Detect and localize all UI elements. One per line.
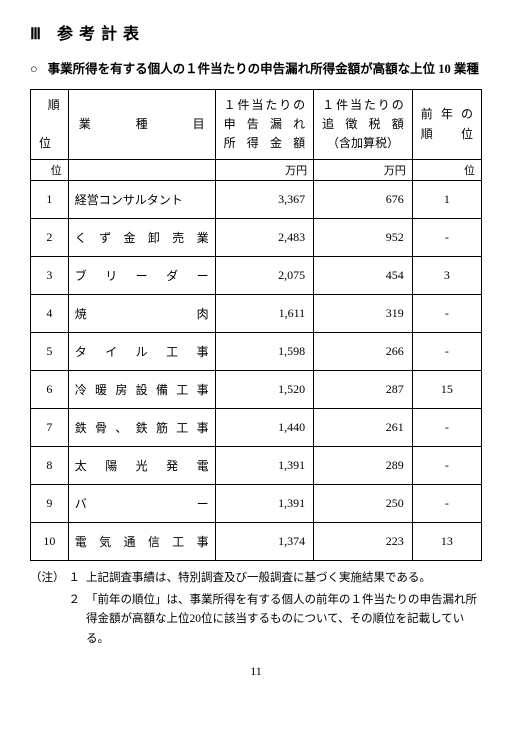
note-label: （注） [30, 569, 65, 589]
cell-rank: 1 [31, 181, 69, 219]
subtitle-marker: ○ [30, 62, 38, 76]
cell-tax: 289 [314, 447, 413, 485]
table-row: 9バー1,391250- [31, 485, 482, 523]
note-number: １ [69, 569, 81, 589]
note-label [30, 591, 65, 650]
cell-amount: 1,440 [215, 409, 314, 447]
cell-tax: 676 [314, 181, 413, 219]
page-number: 11 [30, 664, 482, 679]
cell-rank: 2 [31, 219, 69, 257]
col-header-amount: １件当たりの 申告漏れ 所得金額 [215, 89, 314, 160]
cell-amount: 1,611 [215, 295, 314, 333]
table-row: 5タイル工事1,598266- [31, 333, 482, 371]
cell-category: タイル工事 [68, 333, 215, 371]
table-row: 4焼肉1,611319- [31, 295, 482, 333]
table-row: 7鉄骨、鉄筋工事1,440261- [31, 409, 482, 447]
note-line: （注）１上記調査事績は、特別調査及び一般調査に基づく実施結果である。 [30, 569, 482, 589]
cell-tax: 261 [314, 409, 413, 447]
cell-prev: - [412, 485, 481, 523]
cell-rank: 8 [31, 447, 69, 485]
col-header-category: 業種目 [68, 89, 215, 160]
col-header-prev: 前年の 順位 [412, 89, 481, 160]
cell-amount: 2,483 [215, 219, 314, 257]
table-row: 1経営コンサルタント3,3676761 [31, 181, 482, 219]
cell-tax: 250 [314, 485, 413, 523]
table-row: 2くず金卸売業2,483952- [31, 219, 482, 257]
cell-tax: 223 [314, 523, 413, 561]
cell-prev: 1 [412, 181, 481, 219]
cell-tax: 952 [314, 219, 413, 257]
notes-block: （注）１上記調査事績は、特別調査及び一般調査に基づく実施結果である。 ２「前年の… [30, 569, 482, 649]
cell-amount: 1,391 [215, 447, 314, 485]
unit-row: 位 万円 万円 位 [31, 160, 482, 181]
cell-category: 経営コンサルタント [68, 181, 215, 219]
note-number: ２ [69, 591, 81, 650]
cell-tax: 266 [314, 333, 413, 371]
col-header-tax: １件当たりの 追徴税額 （含加算税） [314, 89, 413, 160]
unit-rank: 位 [31, 160, 69, 181]
cell-prev: 3 [412, 257, 481, 295]
cell-tax: 319 [314, 295, 413, 333]
cell-amount: 1,374 [215, 523, 314, 561]
cell-prev: - [412, 219, 481, 257]
cell-prev: - [412, 409, 481, 447]
cell-category: 焼肉 [68, 295, 215, 333]
cell-amount: 1,598 [215, 333, 314, 371]
cell-rank: 10 [31, 523, 69, 561]
cell-category: ブリーダー [68, 257, 215, 295]
cell-category: くず金卸売業 [68, 219, 215, 257]
section-heading: Ⅲ 参考計表 [30, 20, 482, 44]
cell-amount: 1,520 [215, 371, 314, 409]
cell-amount: 1,391 [215, 485, 314, 523]
subtitle-text: 事業所得を有する個人の１件当たりの申告漏れ所得金額が高額な上位 10 業種 [48, 62, 479, 76]
cell-prev: - [412, 333, 481, 371]
cell-prev: - [412, 447, 481, 485]
section-title-text: 参考計表 [57, 26, 145, 43]
cell-rank: 3 [31, 257, 69, 295]
note-text: 「前年の順位」は、事業所得を有する個人の前年の１件当たりの申告漏れ所得金額が高額… [86, 591, 482, 650]
cell-rank: 6 [31, 371, 69, 409]
section-number: Ⅲ [30, 26, 47, 43]
cell-category: 電気通信工事 [68, 523, 215, 561]
cell-prev: 15 [412, 371, 481, 409]
table-row: 10電気通信工事1,37422313 [31, 523, 482, 561]
cell-rank: 7 [31, 409, 69, 447]
cell-category: 太陽光発電 [68, 447, 215, 485]
cell-category: 冷暖房設備工事 [68, 371, 215, 409]
cell-prev: 13 [412, 523, 481, 561]
cell-tax: 287 [314, 371, 413, 409]
cell-prev: - [412, 295, 481, 333]
unit-tax: 万円 [314, 160, 413, 181]
subtitle: ○ 事業所得を有する個人の１件当たりの申告漏れ所得金額が高額な上位 10 業種 [30, 60, 482, 79]
cell-category: 鉄骨、鉄筋工事 [68, 409, 215, 447]
cell-rank: 9 [31, 485, 69, 523]
cell-amount: 3,367 [215, 181, 314, 219]
table-row: 3ブリーダー2,0754543 [31, 257, 482, 295]
cell-tax: 454 [314, 257, 413, 295]
unit-amount: 万円 [215, 160, 314, 181]
cell-category: バー [68, 485, 215, 523]
industry-table: 順 位 業種目 １件当たりの 申告漏れ 所得金額 １件当たりの 追徴税額 （含加… [30, 89, 482, 562]
note-text: 上記調査事績は、特別調査及び一般調査に基づく実施結果である。 [86, 569, 482, 589]
col-header-rank: 順 位 [31, 89, 69, 160]
cell-amount: 2,075 [215, 257, 314, 295]
unit-category [68, 160, 215, 181]
note-line: ２「前年の順位」は、事業所得を有する個人の前年の１件当たりの申告漏れ所得金額が高… [30, 591, 482, 650]
cell-rank: 4 [31, 295, 69, 333]
table-row: 8太陽光発電1,391289- [31, 447, 482, 485]
table-row: 6冷暖房設備工事1,52028715 [31, 371, 482, 409]
unit-prev: 位 [412, 160, 481, 181]
cell-rank: 5 [31, 333, 69, 371]
